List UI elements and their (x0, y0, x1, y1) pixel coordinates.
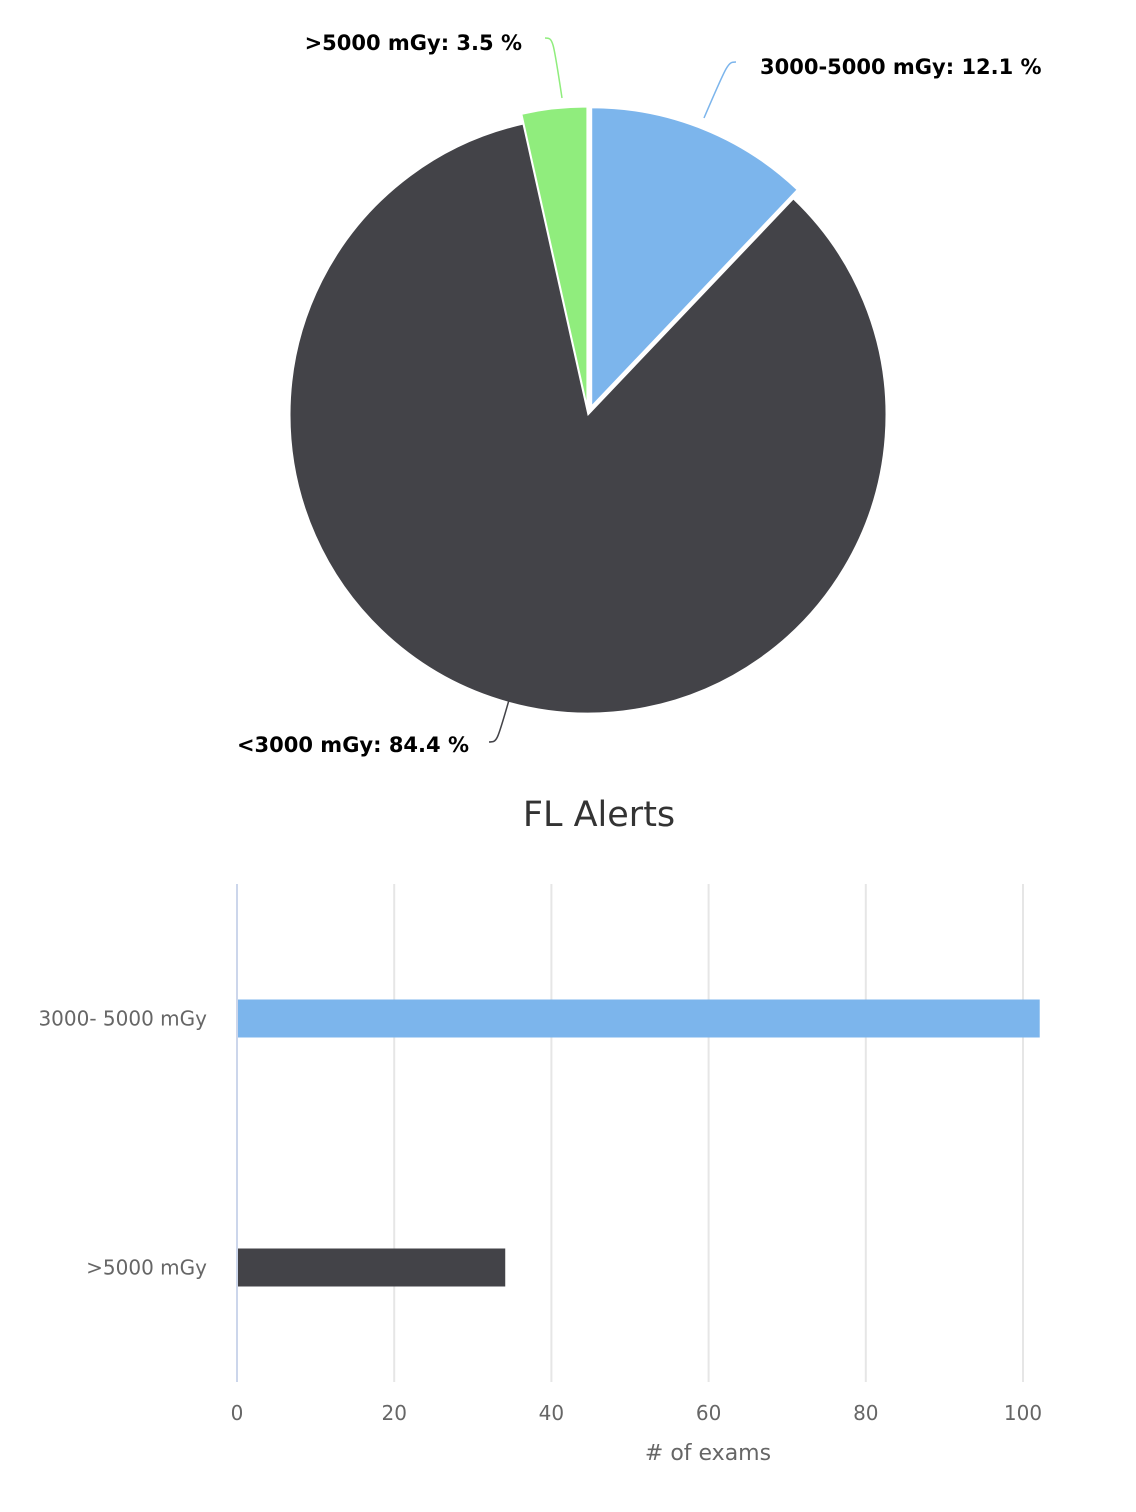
bar-5000-mgy (238, 1248, 506, 1287)
bar-3000-5000-mgy (238, 999, 1040, 1038)
bar-chart: FL Alerts 0 20 40 60 80 100 3000- 5000 mGy >50… (38, 795, 1042, 1466)
bar-marks (238, 999, 1040, 1287)
x-tick-0: 0 (231, 1401, 244, 1425)
pie-connector-3000-5000-mgy (703, 61, 737, 119)
x-axis-title: # of exams (645, 1441, 771, 1466)
x-tick-40: 40 (539, 1401, 564, 1425)
pie-slice-5000-mgy (521, 106, 588, 406)
x-tick-60: 60 (696, 1401, 721, 1425)
pie-label-3000-5000-mgy: 3000-5000 mGy: 12.1 % (760, 55, 1042, 79)
category-label-5000-mgy: >5000 mGy (86, 1256, 207, 1280)
category-label-3000-5000-mgy: 3000- 5000 mGy (38, 1007, 207, 1031)
x-tick-20: 20 (381, 1401, 406, 1425)
pie-connector-3000-mgy (488, 699, 510, 743)
pie-slice-3000-5000-mgy (591, 107, 798, 407)
pie-label-3000-mgy: <3000 mGy: 84.4 % (237, 733, 469, 757)
pie-label-5000-mgy: >5000 mGy: 3.5 % (305, 31, 522, 55)
pie-connector-5000-mgy (544, 37, 563, 99)
x-tick-80: 80 (853, 1401, 878, 1425)
bar-category-labels: 3000- 5000 mGy >5000 mGy (38, 1007, 207, 1280)
pie-chart: 3000-5000 mGy: 12.1 % <3000 mGy: 84.4 % >5… (237, 31, 1042, 757)
pie-slice-3000-mgy (289, 123, 887, 714)
bar-chart-title: FL Alerts (523, 795, 675, 835)
x-tick-100: 100 (1004, 1401, 1042, 1425)
bar-ticks: 0 20 40 60 80 100 (231, 1401, 1042, 1425)
bar-grid (236, 884, 1024, 1382)
